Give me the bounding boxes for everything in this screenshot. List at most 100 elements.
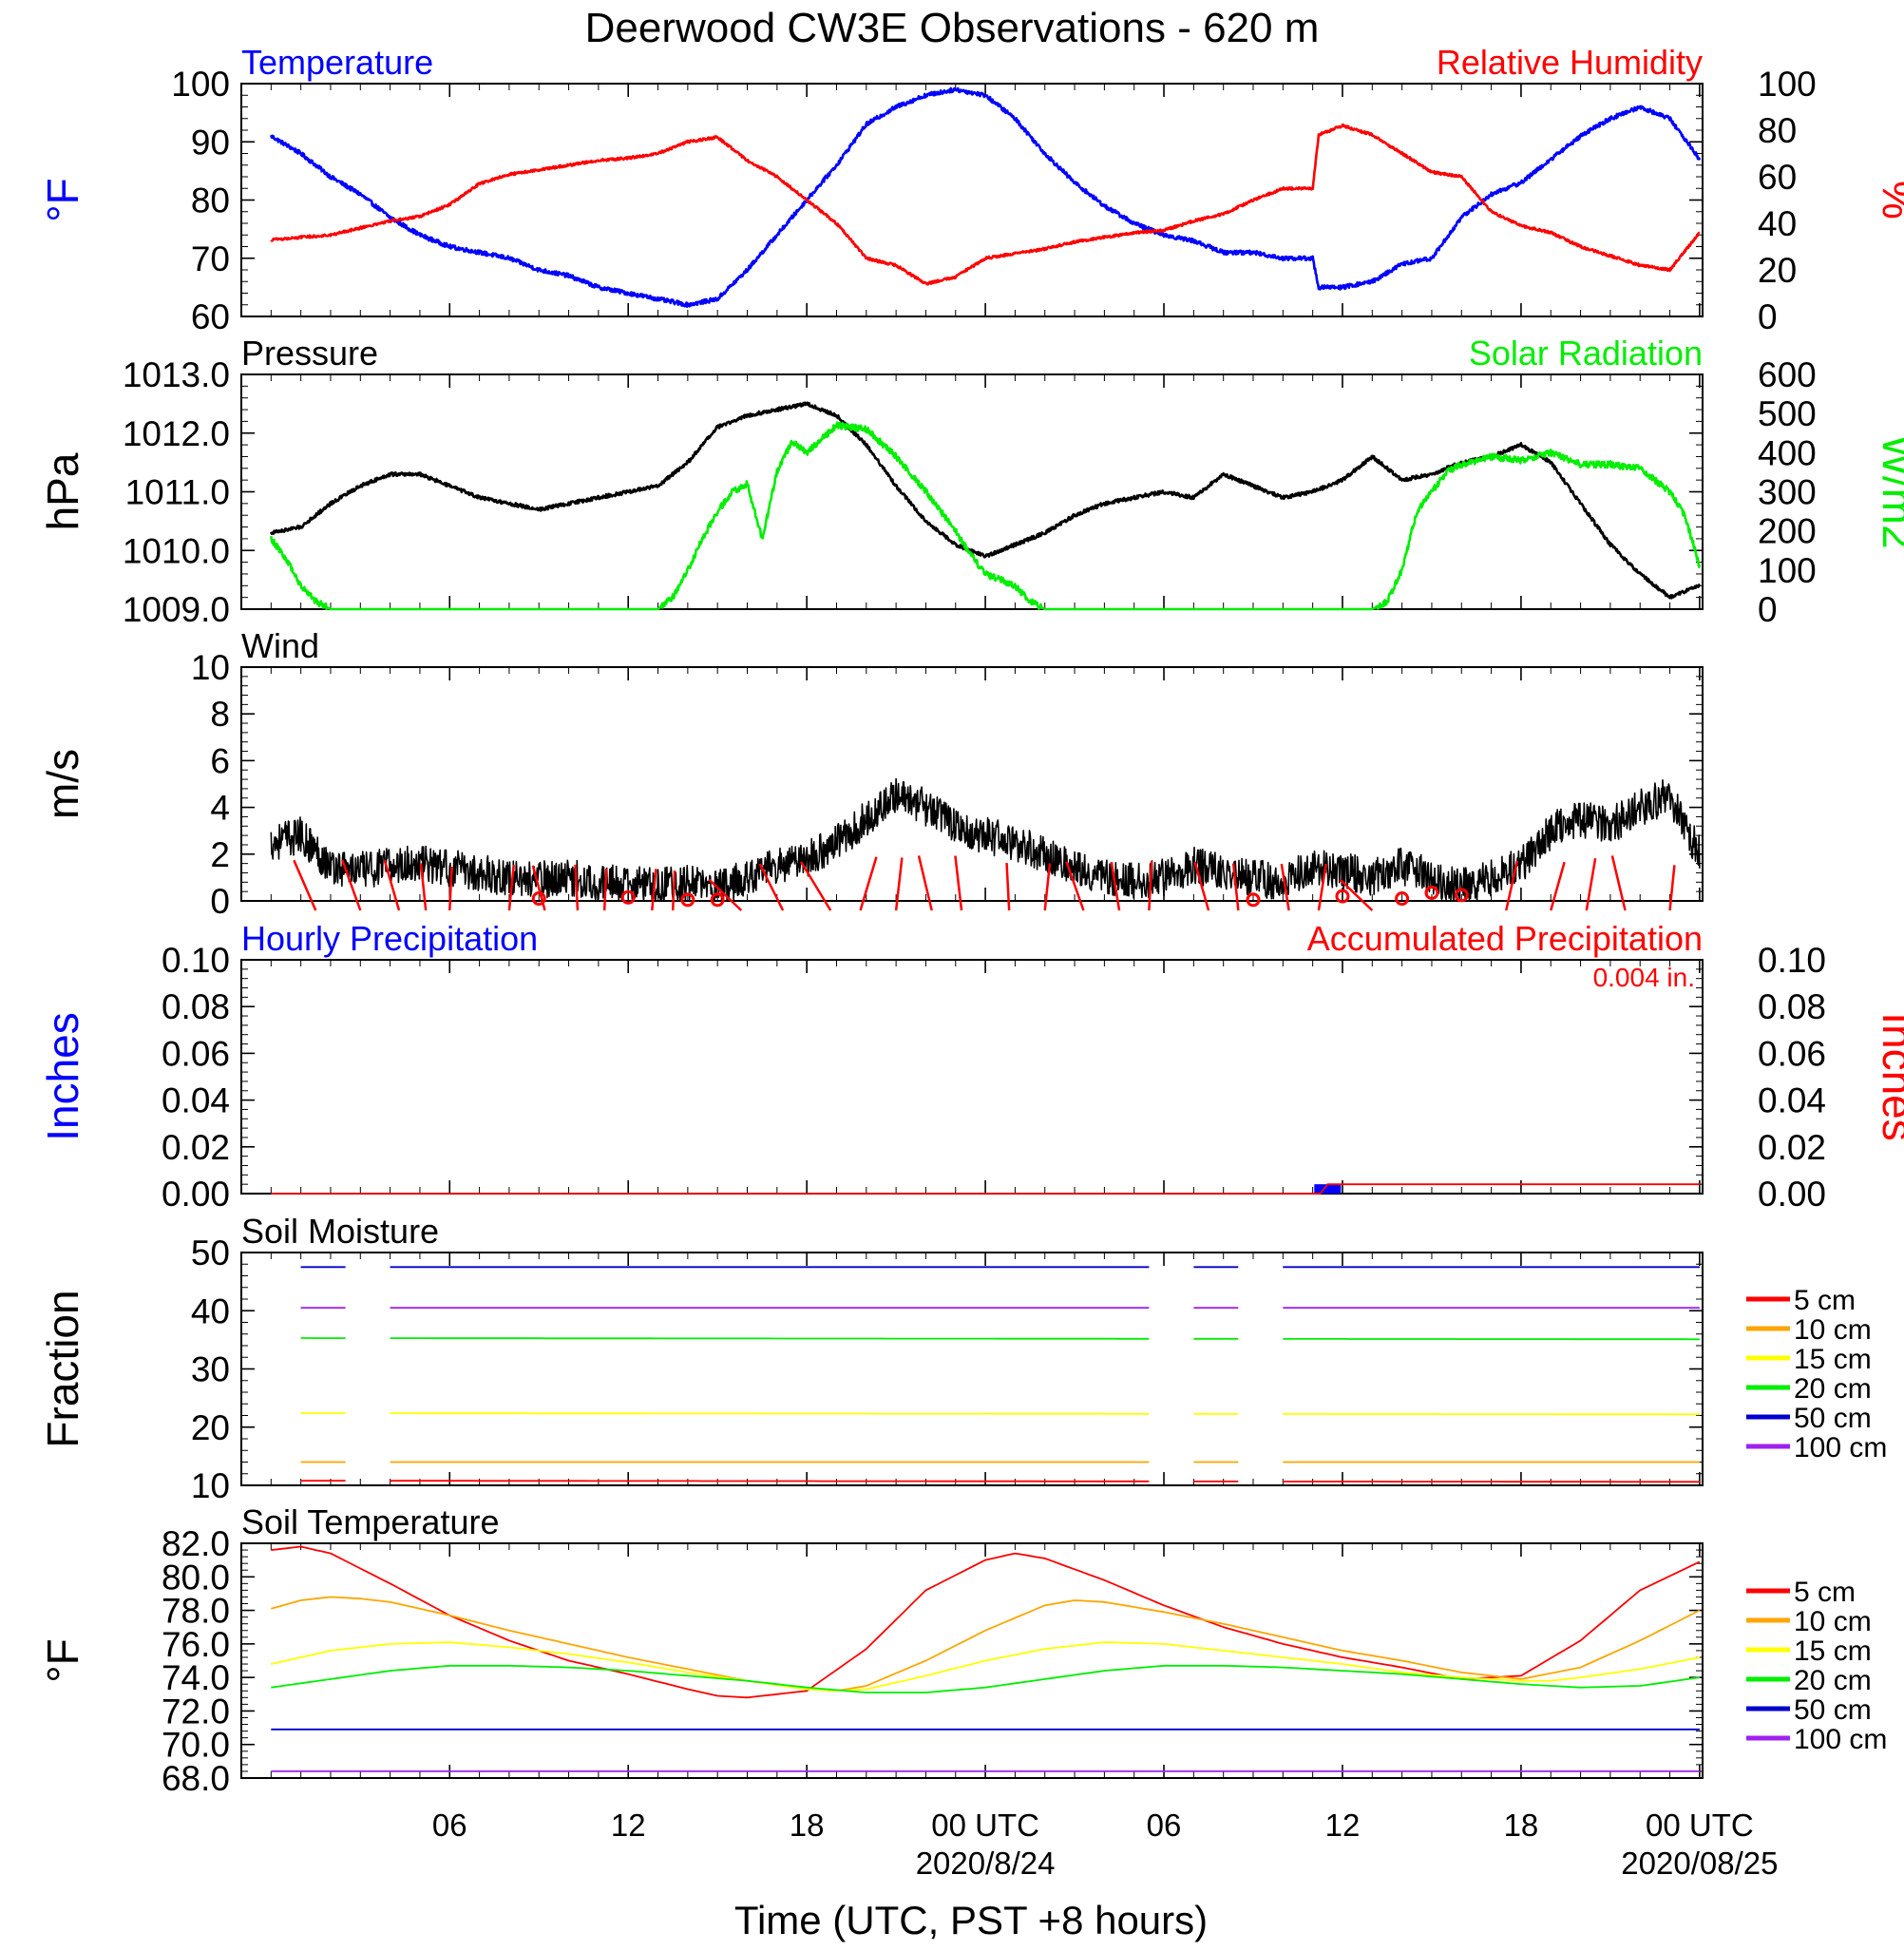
calm-wind-marker <box>1395 891 1410 907</box>
y-tick-label-right: 20 <box>1758 251 1797 290</box>
y-tick-label-left: 90 <box>191 123 230 162</box>
series-line-accumulated-precipitation <box>271 1183 1700 1195</box>
y-tick-label-left: 60 <box>191 297 230 336</box>
y-axis-label-left: m/s <box>38 749 87 819</box>
x-axis-label: Time (UTC, PST +8 hours) <box>734 1898 1208 1942</box>
wind-barb <box>894 857 904 911</box>
legend-label: 50 cm <box>1794 1403 1872 1434</box>
panel-pressure_solar: 1009.0 1010.0 1011.0 1012.0 1013.0 0100200300… <box>38 334 1904 629</box>
wind-barb <box>1668 865 1676 911</box>
x-tick-label: 00 UTC <box>931 1808 1039 1843</box>
y-tick-label-right: 40 <box>1758 204 1797 243</box>
y-tick-label-left: 78.0 <box>162 1592 230 1631</box>
y-tick-label-left: 80 <box>191 182 230 220</box>
panel-frame <box>240 1252 1704 1486</box>
series-line-wind-speed <box>270 777 1701 902</box>
wind-barb <box>758 863 785 911</box>
wind-barb <box>1339 878 1374 911</box>
series-line-20-cm <box>271 1664 1701 1693</box>
series-line-pressure <box>270 401 1702 600</box>
wind-barb <box>1065 861 1085 911</box>
wind-barb <box>1280 863 1290 911</box>
y-tick-label-left: 10 <box>191 1466 230 1505</box>
series-line-15-cm <box>271 1641 1701 1693</box>
legend-label: 10 cm <box>1794 1314 1872 1346</box>
panel-frame <box>240 959 1704 1195</box>
legend-label: 10 cm <box>1794 1606 1872 1637</box>
calm-wind-marker <box>531 891 546 907</box>
y-axis-label-right: W/m2 <box>1874 434 1904 548</box>
wind-barb <box>1043 863 1052 911</box>
figure-title: Deerwood CW3E Observations - 620 m <box>585 5 1320 51</box>
wind-barb <box>1193 861 1210 911</box>
panel-title-right: Relative Humidity <box>1437 43 1703 82</box>
wind-barb <box>574 865 580 911</box>
y-tick-label-left: 74.0 <box>162 1658 230 1697</box>
x-tick-date-label: 2020/8/24 <box>916 1846 1056 1881</box>
y-tick-label-left: 72.0 <box>162 1692 230 1731</box>
wind-barb <box>1585 858 1597 911</box>
y-tick-label-left: 10 <box>191 648 230 687</box>
y-tick-label-left: 68.0 <box>162 1759 230 1798</box>
x-tick-label: 06 <box>1147 1808 1182 1843</box>
y-axis-label-left: Inches <box>38 1012 87 1141</box>
y-axis-label-right: % <box>1874 181 1904 220</box>
wind-barb <box>1505 860 1519 911</box>
wind-barb <box>419 863 428 911</box>
y-tick-label-right: 0.04 <box>1758 1081 1826 1120</box>
y-tick-label-right: 80 <box>1758 111 1797 150</box>
calm-wind-marker <box>620 889 636 905</box>
series-line-5-cm <box>390 1480 1150 1482</box>
y-tick-label-left: 0 <box>210 882 230 921</box>
panel-title-right: Solar Radiation <box>1469 334 1703 373</box>
y-tick-label-right: 60 <box>1758 158 1797 197</box>
y-tick-label-right: 0 <box>1758 590 1778 629</box>
legend-label: 20 cm <box>1794 1373 1872 1405</box>
wind-barb <box>1550 861 1566 911</box>
panel-title-left: Pressure <box>241 334 378 373</box>
y-tick-label-left: 20 <box>191 1408 230 1447</box>
x-tick-label: 00 UTC <box>1646 1808 1754 1843</box>
y-tick-label-left: 82.0 <box>162 1524 230 1563</box>
y-tick-label-right: 0.00 <box>1758 1175 1826 1214</box>
legend-label: 50 cm <box>1794 1694 1872 1726</box>
y-tick-label-left: 1011.0 <box>125 473 230 512</box>
precip-bar <box>1314 1184 1342 1194</box>
y-tick-label-left: 6 <box>210 741 230 780</box>
calm-wind-marker <box>1454 888 1469 903</box>
y-tick-label-left: 100 <box>171 65 230 104</box>
y-tick-label-left: 0.04 <box>162 1081 230 1120</box>
y-tick-label-left: 1010.0 <box>123 531 230 570</box>
legend-label: 5 cm <box>1794 1577 1856 1608</box>
calm-wind-marker <box>1246 892 1261 908</box>
y-axis-label-left: Fraction <box>38 1290 87 1447</box>
wind-barb <box>507 865 516 911</box>
y-axis-label-right: Inches <box>1874 1012 1904 1141</box>
y-tick-label-left: 1009.0 <box>123 590 230 629</box>
calm-wind-marker <box>1335 889 1350 904</box>
x-tick-label: 12 <box>1325 1808 1361 1843</box>
wind-barb <box>1610 855 1627 911</box>
legend-label: 15 cm <box>1794 1635 1872 1667</box>
y-axis-label-left: °F <box>38 1638 87 1683</box>
panel-title-right: Accumulated Precipitation <box>1307 919 1703 958</box>
wind-barb <box>448 867 453 911</box>
panel-frame <box>240 666 1704 902</box>
y-tick-label-left: 1012.0 <box>123 414 230 453</box>
y-tick-label-left: 76.0 <box>162 1625 230 1664</box>
y-tick-label-right: 200 <box>1758 512 1817 551</box>
wind-barb <box>1110 861 1121 911</box>
y-tick-label-right: 400 <box>1758 433 1817 472</box>
panel-soil_moisture: 10 20 30 40 50 Soil Moisture Fraction <box>38 1212 1704 1505</box>
wind-barb <box>1317 863 1327 911</box>
series-line-20-cm <box>390 1337 1150 1340</box>
y-tick-label-right: 100 <box>1758 65 1817 104</box>
series-line-solar-radiation <box>270 421 1702 611</box>
y-tick-label-left: 30 <box>191 1350 230 1389</box>
panel-soil_temperature: 68.070.072.074.076.078.080.082.0 Soil Tem… <box>38 1502 1704 1798</box>
panel-frame <box>240 1542 1704 1779</box>
panel-wind: 0 2 4 6 8 10 Wind m/s <box>38 626 1704 921</box>
